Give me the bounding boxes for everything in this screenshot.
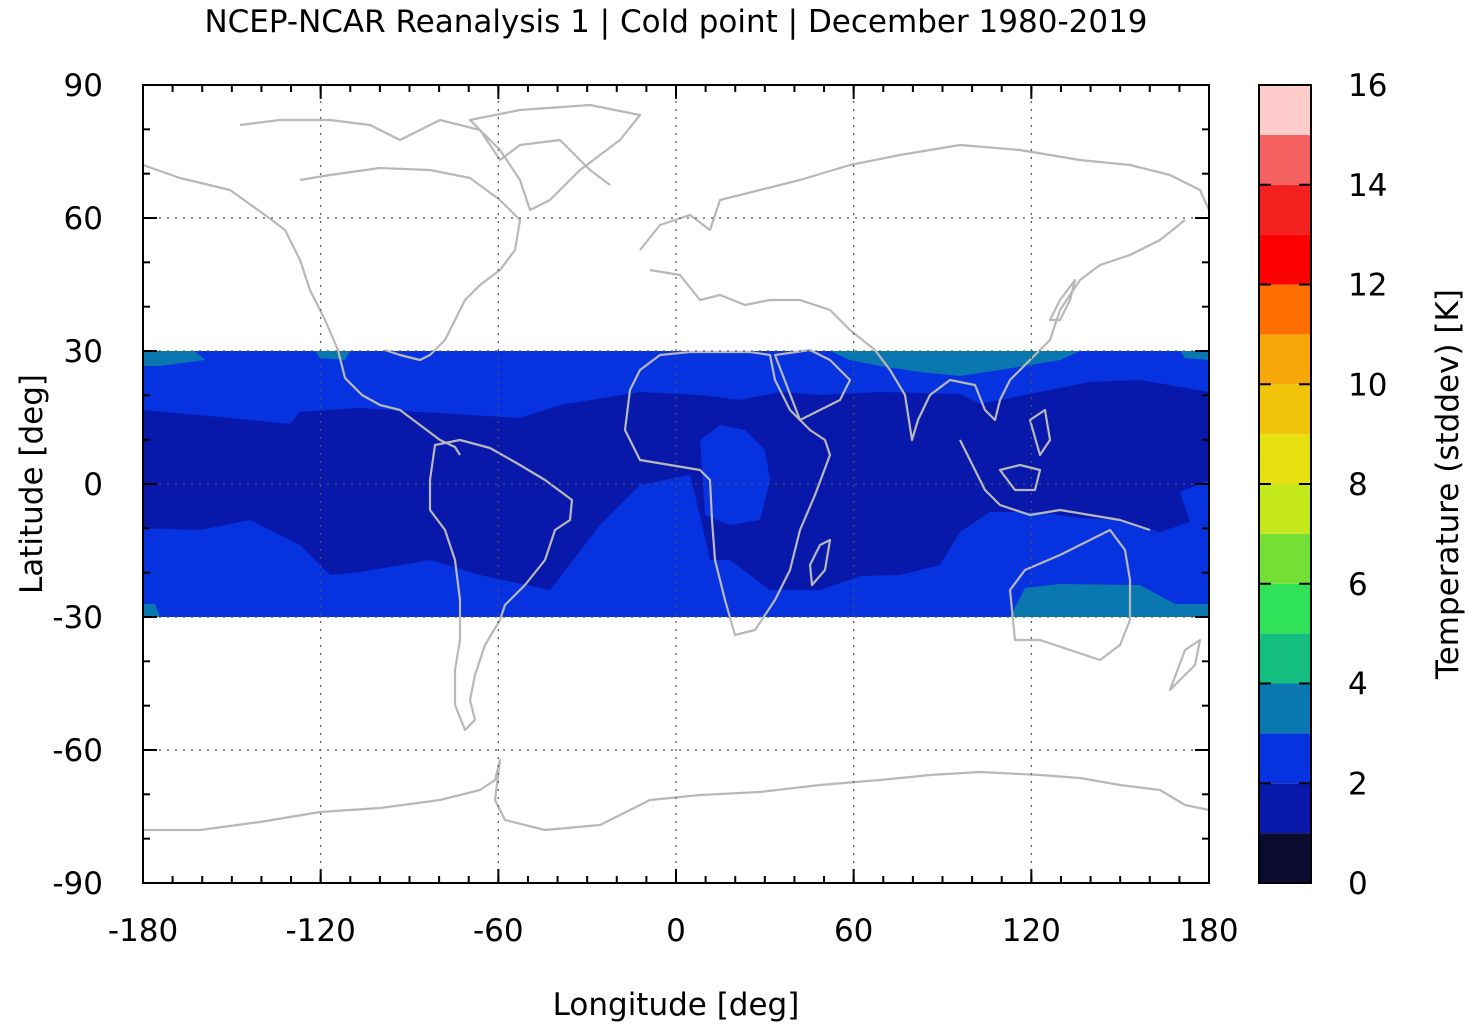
coastlines xyxy=(142,103,1211,832)
colorbar-tick-label: 4 xyxy=(1348,667,1368,703)
colorbar-swatch xyxy=(1259,234,1311,285)
colorbar-swatch xyxy=(1259,683,1311,734)
x-tick-label: 180 xyxy=(1179,913,1238,949)
colorbar-label: Temperature (stddev) [K] xyxy=(1430,289,1466,680)
x-tick-labels: -180 -120 -60 0 60 120 180 xyxy=(108,913,1239,949)
colorbar-swatch xyxy=(1259,733,1311,784)
y-tick-label: -60 xyxy=(52,733,103,769)
colorbar-tick-label: 6 xyxy=(1348,567,1368,603)
field-edge-3-4-india xyxy=(830,351,1080,376)
field-edge-3-4-eastpacific xyxy=(1180,351,1209,360)
field-central-africa-2-3 xyxy=(700,425,770,525)
colorbar-swatch xyxy=(1259,484,1311,534)
colorbar-swatch xyxy=(1259,833,1311,883)
colorbar-swatch xyxy=(1259,85,1311,135)
colorbar xyxy=(1259,84,1311,884)
colorbar-swatch xyxy=(1259,633,1311,684)
colorbar-tick-label: 0 xyxy=(1348,866,1368,902)
y-tick-labels: 90 60 30 0 -30 -60 -90 xyxy=(52,68,103,902)
field-edge-3-4-sw xyxy=(143,604,160,617)
colorbar-swatch xyxy=(1259,434,1311,484)
x-tick-label: 120 xyxy=(1002,913,1061,949)
colorbar-swatch xyxy=(1259,583,1311,634)
colorbar-tick-label: 10 xyxy=(1348,367,1387,403)
x-tick-label: -120 xyxy=(285,913,355,949)
y-tick-label: 30 xyxy=(64,334,103,370)
colorbar-swatch xyxy=(1259,134,1311,185)
colorbar-swatch xyxy=(1259,384,1311,435)
x-tick-label: -60 xyxy=(473,913,524,949)
colorbar-swatch xyxy=(1259,284,1311,335)
colorbar-swatch xyxy=(1259,533,1311,584)
chart-title: NCEP-NCAR Reanalysis 1 | Cold point | De… xyxy=(204,4,1147,40)
x-tick-label: -180 xyxy=(108,913,178,949)
colorbar-swatch xyxy=(1259,184,1311,235)
y-tick-label: -30 xyxy=(52,600,103,636)
y-tick-label: -90 xyxy=(52,866,103,902)
colorbar-swatch xyxy=(1259,334,1311,385)
field-edge-3-4-north xyxy=(143,351,205,366)
y-axis-label: Latitude [deg] xyxy=(14,374,50,594)
colorbar-swatch xyxy=(1259,783,1311,834)
axis-ticks xyxy=(142,84,1210,884)
x-tick-label: 60 xyxy=(834,913,873,949)
colorbar-tick-label: 8 xyxy=(1348,467,1368,503)
x-tick-label: 0 xyxy=(666,913,686,949)
y-tick-label: 60 xyxy=(64,201,103,237)
colorbar-tick-label: 2 xyxy=(1348,766,1368,802)
colorbar-frame xyxy=(1258,84,1312,884)
colorbar-tick-label: 16 xyxy=(1348,68,1387,104)
x-axis-label: Longitude [deg] xyxy=(553,987,800,1023)
field-edge-3-4-pacific xyxy=(315,351,350,360)
field-band-1-2 xyxy=(143,380,1209,590)
field-edge-3-4-australia xyxy=(1010,584,1209,617)
colorbar-tick-label: 12 xyxy=(1348,268,1387,304)
gridlines xyxy=(143,85,1209,883)
colorbar-tick-labels: 0 2 4 6 8 10 12 14 16 xyxy=(1348,68,1387,902)
y-tick-label: 90 xyxy=(64,68,103,104)
colorbar-tick-label: 14 xyxy=(1348,168,1387,204)
y-tick-label: 0 xyxy=(83,467,103,503)
